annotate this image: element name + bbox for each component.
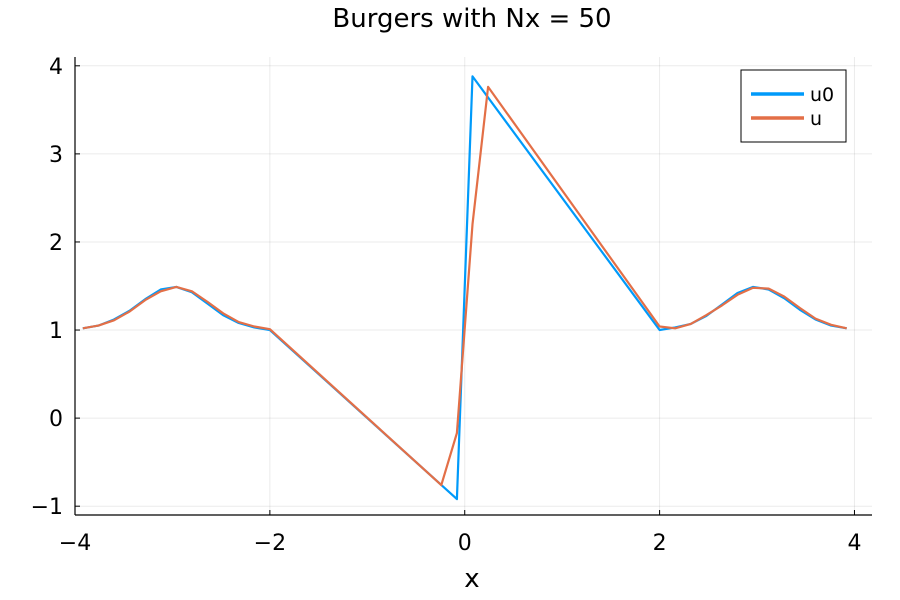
legend: u0u (740, 69, 847, 143)
axes (74, 57, 872, 516)
y-tick-label: −1 (31, 495, 63, 520)
legend-label-u: u (810, 108, 822, 130)
y-tick-label: 2 (49, 231, 63, 256)
series-line-u (82, 85, 847, 487)
tick-labels: −4 −2 0 2 4 −1 0 1 2 3 4 (31, 55, 862, 556)
x-tick-label: −2 (254, 531, 286, 556)
series-group (82, 75, 847, 501)
y-tick-label: 4 (49, 55, 63, 80)
legend-box (740, 69, 847, 143)
x-tick-label: −4 (59, 531, 91, 556)
y-tick-label: 1 (49, 319, 63, 344)
legend-label-u0: u0 (810, 84, 834, 106)
chart-title: Burgers with Nx = 50 (332, 4, 611, 34)
series-line-u0 (82, 75, 847, 501)
y-tick-label: 3 (49, 143, 63, 168)
grid (74, 57, 872, 515)
x-axis-label: x (464, 564, 479, 594)
x-tick-label: 0 (458, 531, 472, 556)
x-tick-label: 2 (653, 531, 667, 556)
x-tick-label: 4 (847, 531, 861, 556)
y-tick-label: 0 (49, 407, 63, 432)
